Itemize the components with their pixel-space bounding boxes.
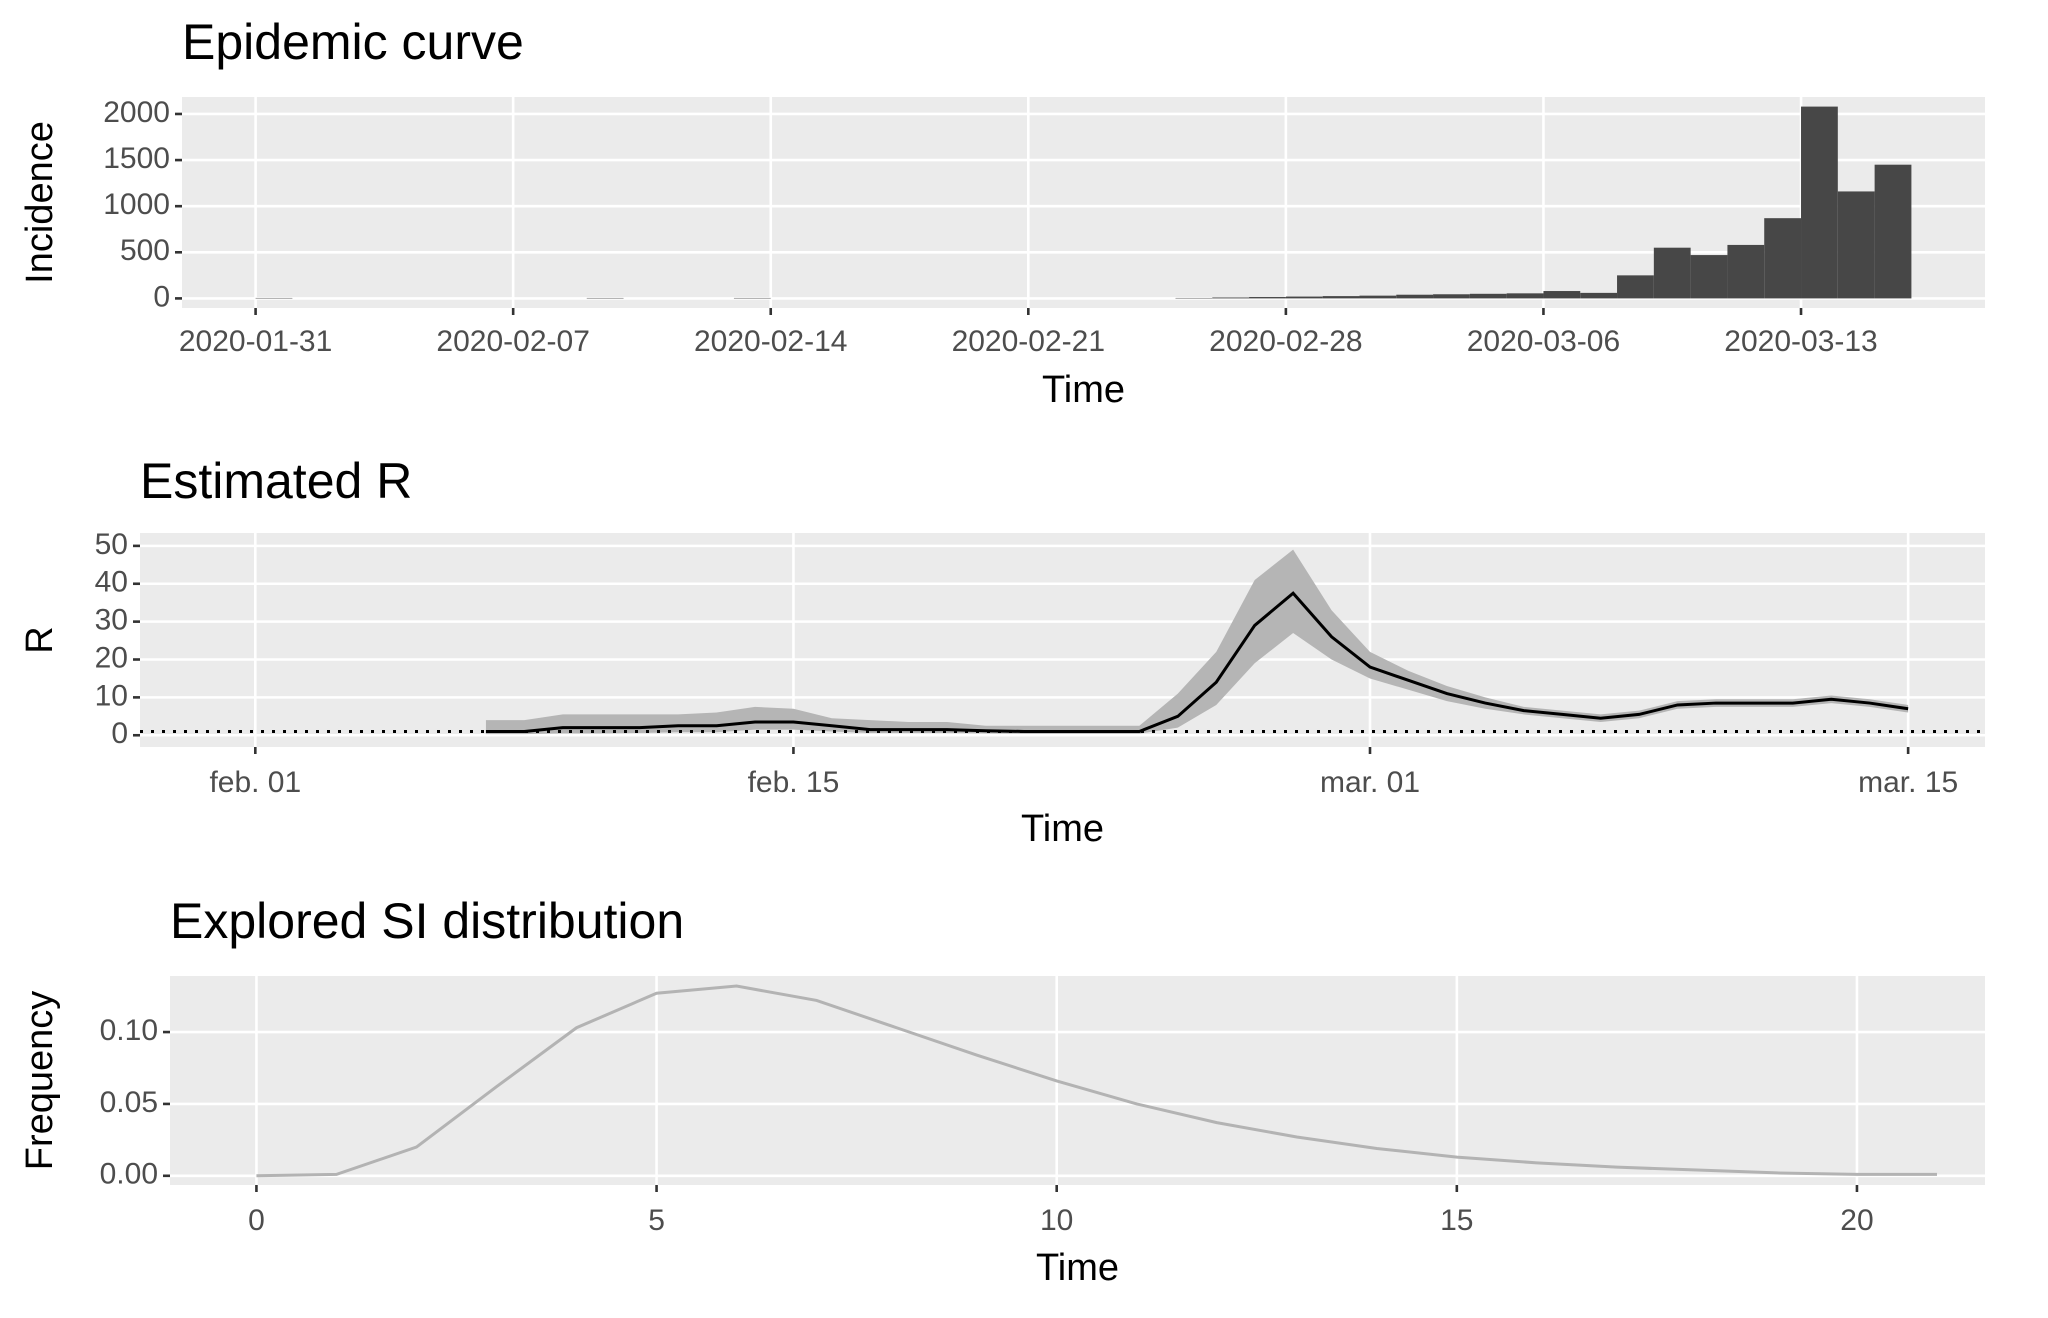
bar (1690, 255, 1728, 299)
y-tick-label: 10 (95, 679, 128, 712)
x-tick-label: 2020-03-13 (1724, 325, 1877, 358)
panel (170, 976, 1985, 1185)
bar (1764, 218, 1802, 299)
y-tick-label: 40 (95, 566, 128, 599)
chart-title: Epidemic curve (182, 14, 524, 70)
x-tick-label: 10 (1040, 1204, 1073, 1237)
chart-title: Explored SI distribution (170, 893, 684, 949)
bar (1801, 106, 1838, 299)
y-tick-label: 1000 (103, 188, 170, 221)
y-tick-label: 0.05 (100, 1086, 158, 1119)
x-tick-label: 2020-02-28 (1209, 325, 1362, 358)
y-tick-label: 30 (95, 604, 128, 637)
bar (1506, 293, 1544, 299)
line (485, 591, 1909, 733)
y-axis-title: R (19, 626, 61, 653)
y-tick-label: 2000 (103, 96, 170, 129)
bar (1249, 297, 1286, 299)
y-tick-label: 0.10 (100, 1014, 158, 1047)
x-tick-label: 2020-02-21 (952, 325, 1105, 358)
x-tick-label: 15 (1440, 1204, 1473, 1237)
bar (1396, 294, 1434, 299)
bar (1433, 294, 1470, 299)
x-axis-title: Time (1042, 369, 1125, 411)
bar (1212, 297, 1250, 299)
y-axis-title: Frequency (19, 991, 61, 1171)
y-tick-label: 0.00 (100, 1158, 158, 1191)
x-tick-label: 2020-02-14 (694, 325, 847, 358)
bar (1543, 291, 1581, 299)
y-tick-label: 500 (120, 234, 170, 267)
bar (1359, 295, 1397, 299)
bar (1617, 275, 1654, 299)
y-tick-label: 0 (153, 280, 170, 313)
y-tick-label: 50 (95, 528, 128, 561)
panel (140, 533, 1985, 747)
x-tick-label: mar. 15 (1858, 766, 1958, 799)
x-tick-label: 2020-02-07 (436, 325, 589, 358)
bar (1837, 191, 1875, 299)
y-tick-label: 0 (111, 717, 128, 750)
bar (1322, 296, 1360, 299)
x-tick-label: 0 (248, 1204, 265, 1237)
bar (1580, 292, 1618, 299)
bar (1874, 164, 1912, 299)
bar (1285, 296, 1323, 299)
ribbon (485, 549, 1909, 735)
y-tick-label: 1500 (103, 142, 170, 175)
y-tick-label: 20 (95, 641, 128, 674)
bar (1653, 247, 1691, 299)
x-tick-label: 2020-01-31 (179, 325, 332, 358)
x-axis-title: Time (1036, 1247, 1119, 1289)
x-tick-label: feb. 15 (748, 766, 840, 799)
x-tick-label: 5 (648, 1204, 665, 1237)
x-axis-title: Time (1021, 808, 1104, 850)
bar (1727, 244, 1765, 299)
x-tick-label: 2020-03-06 (1467, 325, 1620, 358)
line (256, 984, 1937, 1178)
bar (1469, 293, 1507, 299)
x-tick-label: feb. 01 (209, 766, 301, 799)
y-axis-title: Incidence (19, 121, 61, 284)
chart-title: Estimated R (140, 453, 412, 509)
x-tick-label: mar. 01 (1320, 766, 1420, 799)
x-tick-label: 20 (1840, 1204, 1873, 1237)
